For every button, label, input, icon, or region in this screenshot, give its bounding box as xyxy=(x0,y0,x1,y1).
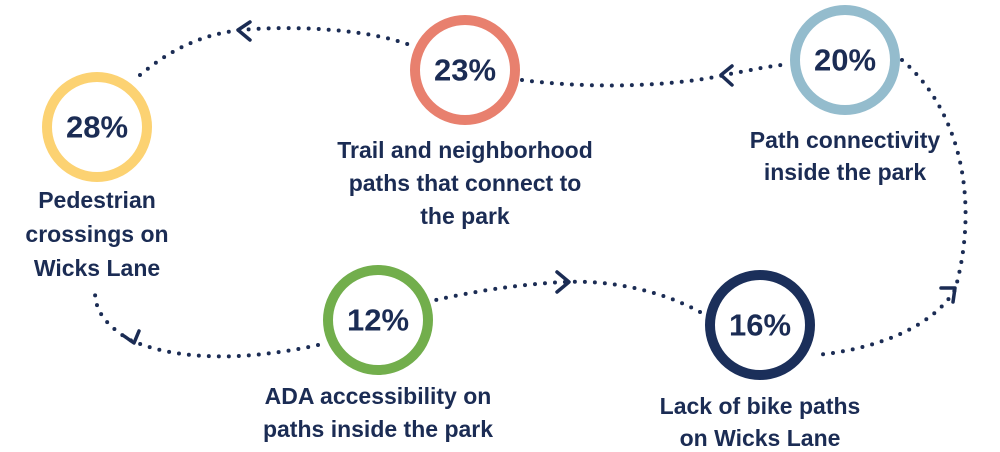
circle-yellow xyxy=(42,72,152,182)
node-label: Lack of bike paths xyxy=(660,393,861,419)
percent-value: 12% xyxy=(347,303,409,338)
texts: 28% Pedestrian crossings on Wicks Lane 23% Tr… xyxy=(25,43,940,452)
node-label: inside the park xyxy=(764,159,927,185)
node-label: Path connectivity xyxy=(750,127,941,153)
node-label: the park xyxy=(420,203,510,229)
circle-navy xyxy=(705,270,815,380)
node-label: paths that connect to xyxy=(349,170,582,196)
circle-blue xyxy=(790,5,900,115)
node-label: Pedestrian xyxy=(38,187,156,213)
circle-green xyxy=(323,265,433,375)
percent-value: 28% xyxy=(66,110,128,145)
node-label: paths inside the park xyxy=(263,416,493,442)
node-label: Wicks Lane xyxy=(34,255,160,281)
percent-value: 20% xyxy=(814,43,876,78)
node-label: Trail and neighborhood xyxy=(337,137,593,163)
percent-value: 16% xyxy=(729,308,791,343)
node-label: ADA accessibility on xyxy=(265,383,492,409)
circle-salmon xyxy=(410,15,520,125)
circles xyxy=(42,5,900,380)
node-label: crossings on xyxy=(25,221,168,247)
node-label: on Wicks Lane xyxy=(680,425,841,451)
connector-path xyxy=(93,20,968,359)
percent-value: 23% xyxy=(434,53,496,88)
